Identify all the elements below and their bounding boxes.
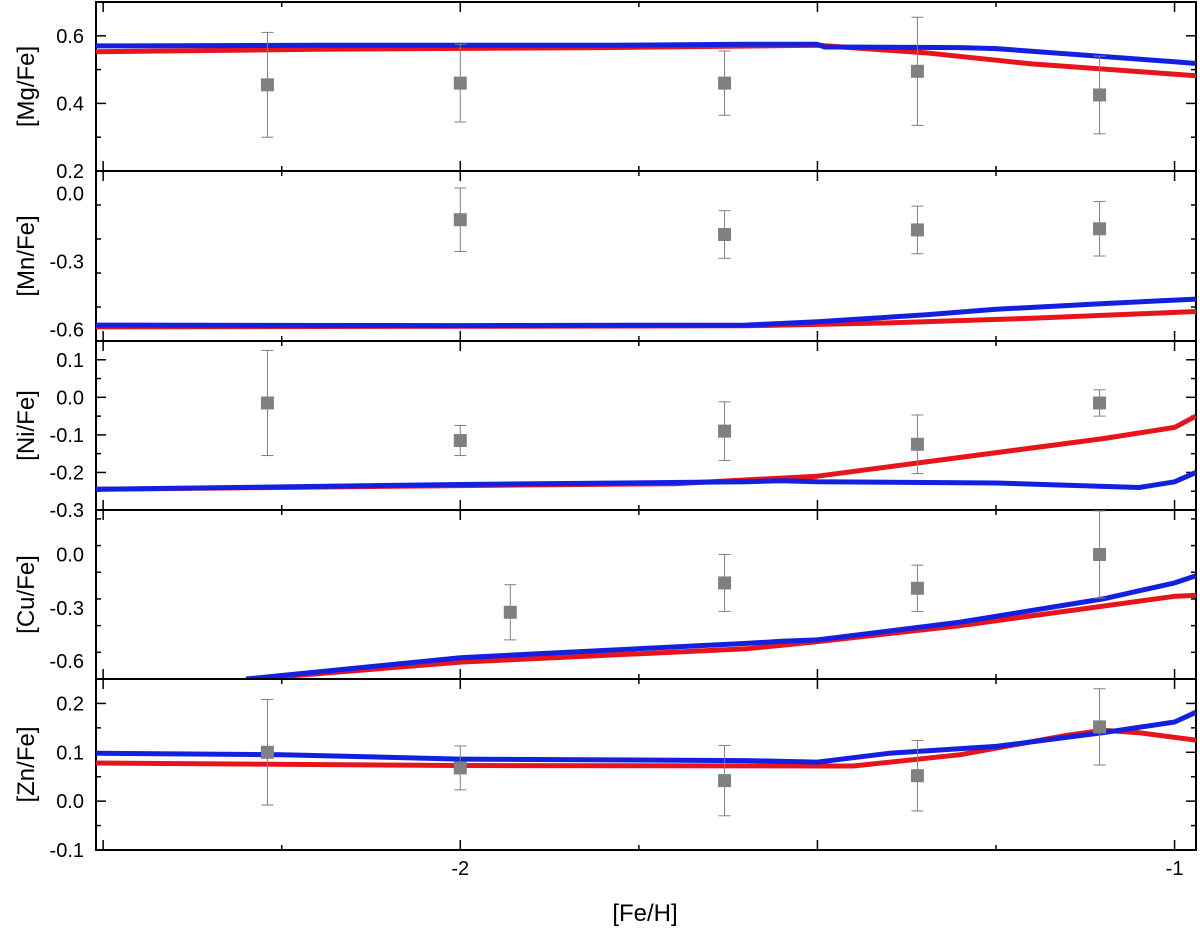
y-axis-label: [Ni/Fe] bbox=[13, 390, 40, 461]
y-tick-label: 0.0 bbox=[56, 387, 84, 409]
y-tick-label: 0.0 bbox=[56, 184, 84, 206]
data-point bbox=[910, 64, 924, 78]
y-tick-label: 0.2 bbox=[56, 693, 84, 715]
model-line-red bbox=[96, 413, 1196, 492]
data-point bbox=[1093, 720, 1107, 734]
y-tick-label: 0.1 bbox=[56, 350, 84, 372]
data-point bbox=[910, 223, 924, 237]
y-axis-label: [Mg/Fe] bbox=[13, 46, 40, 127]
shared-x-axis: -2 -1 bbox=[451, 858, 1183, 880]
model-line-blue bbox=[245, 573, 1196, 679]
y-axis-label: [Cu/Fe] bbox=[13, 555, 40, 634]
x-tick-label: -2 bbox=[451, 858, 469, 880]
data-point bbox=[453, 76, 467, 90]
panel-znfe: -0.1 0.0 0.1 0.2 [Zn/Fe] bbox=[13, 678, 1197, 862]
y-tick-label: 0.1 bbox=[56, 742, 84, 764]
data-point bbox=[718, 424, 732, 438]
y-tick-label: 0.2 bbox=[56, 161, 84, 183]
panel-data bbox=[96, 688, 1196, 817]
y-tick-label: 0.0 bbox=[56, 791, 84, 813]
panel-mgfe: 0.2 0.4 0.6 [Mg/Fe] bbox=[13, 1, 1197, 183]
data-point bbox=[1093, 88, 1107, 102]
y-tick-label: 0.4 bbox=[56, 93, 84, 115]
data-point bbox=[718, 227, 732, 241]
panel-data bbox=[245, 510, 1196, 679]
model-line-red bbox=[274, 592, 1196, 679]
data-point bbox=[260, 396, 274, 410]
data-point bbox=[718, 76, 732, 90]
data-point bbox=[453, 761, 467, 775]
y-tick-label: -0.3 bbox=[50, 500, 84, 522]
data-point bbox=[718, 774, 732, 788]
panels: 0.20.40.6[Mg/Fe]-0.6-0.30.0[Mn/Fe]-0.3-0… bbox=[13, 1, 1197, 862]
x-tick-label: -1 bbox=[1166, 858, 1184, 880]
panel-nife: -0.3 -0.2 -0.1 0.0 0.1 [Ni/Fe] bbox=[13, 340, 1197, 522]
data-point bbox=[503, 605, 517, 619]
y-tick-label: 0.0 bbox=[56, 544, 84, 566]
panel-cufe: -0.6 -0.3 0.0 [Cu/Fe] bbox=[13, 509, 1197, 680]
data-point bbox=[910, 437, 924, 451]
data-point bbox=[453, 213, 467, 227]
data-point bbox=[718, 576, 732, 590]
data-point bbox=[910, 769, 924, 783]
data-point bbox=[260, 78, 274, 92]
panel-frame bbox=[95, 170, 1197, 342]
data-point bbox=[1093, 547, 1107, 561]
y-axis-label: [Mn/Fe] bbox=[13, 215, 40, 296]
x-axis-label: [Fe/H] bbox=[612, 900, 677, 927]
y-tick-label: -0.6 bbox=[50, 651, 84, 673]
model-line-blue bbox=[96, 41, 1196, 66]
y-tick-label: -0.6 bbox=[50, 320, 84, 342]
y-tick-label: 0.6 bbox=[56, 26, 84, 48]
y-axis-label: [Zn/Fe] bbox=[13, 726, 40, 802]
data-point bbox=[1093, 222, 1107, 236]
y-tick-label: -0.1 bbox=[50, 425, 84, 447]
panel-mnfe: -0.6 -0.3 0.0 [Mn/Fe] bbox=[13, 170, 1197, 342]
y-tick-label: -0.2 bbox=[50, 462, 84, 484]
panel-data bbox=[96, 16, 1196, 138]
model-line-red bbox=[96, 727, 1196, 769]
data-point bbox=[453, 434, 467, 448]
model-line-blue bbox=[96, 470, 1196, 492]
panel-data bbox=[96, 349, 1196, 492]
data-point bbox=[1093, 396, 1107, 410]
data-point bbox=[260, 745, 274, 759]
data-point bbox=[910, 581, 924, 595]
y-tick-label: -0.3 bbox=[50, 598, 84, 620]
model-line-blue bbox=[96, 709, 1196, 765]
y-tick-label: -0.3 bbox=[50, 252, 84, 274]
y-tick-label: -0.1 bbox=[50, 840, 84, 862]
panel-data bbox=[96, 187, 1196, 330]
model-line-blue bbox=[96, 296, 1196, 329]
